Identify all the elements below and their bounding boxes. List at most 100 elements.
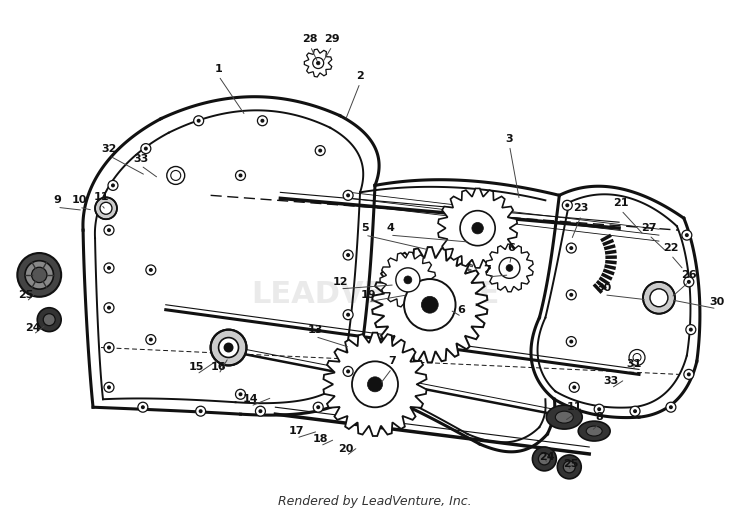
Circle shape: [218, 337, 238, 358]
Bar: [452, 255, 454, 258]
Text: 33: 33: [134, 154, 148, 163]
Text: 22: 22: [663, 243, 679, 253]
Circle shape: [343, 250, 353, 260]
Circle shape: [316, 405, 320, 409]
Circle shape: [196, 119, 201, 122]
Circle shape: [107, 266, 111, 270]
Text: 16: 16: [211, 362, 226, 373]
Text: 6: 6: [508, 243, 515, 253]
Circle shape: [111, 183, 115, 187]
Bar: [468, 269, 471, 271]
Text: 19: 19: [360, 290, 376, 300]
Circle shape: [538, 453, 550, 465]
Circle shape: [104, 343, 114, 352]
Circle shape: [107, 306, 111, 310]
Circle shape: [566, 290, 576, 300]
Circle shape: [138, 402, 148, 412]
Circle shape: [687, 373, 691, 376]
Text: Rendered by LeadVenture, Inc.: Rendered by LeadVenture, Inc.: [278, 495, 472, 508]
Circle shape: [196, 406, 206, 416]
Circle shape: [569, 383, 579, 392]
Circle shape: [313, 58, 324, 69]
Text: 24: 24: [26, 323, 41, 333]
Ellipse shape: [578, 421, 610, 441]
Circle shape: [318, 148, 322, 153]
Circle shape: [563, 461, 575, 473]
Circle shape: [141, 405, 145, 409]
Circle shape: [684, 277, 694, 287]
Circle shape: [572, 385, 576, 389]
Circle shape: [146, 265, 156, 275]
Circle shape: [316, 61, 320, 65]
Circle shape: [148, 268, 153, 272]
Text: 14: 14: [243, 394, 258, 404]
Circle shape: [257, 116, 268, 126]
Bar: [464, 278, 468, 281]
Text: 20: 20: [338, 444, 354, 454]
Text: 12: 12: [332, 277, 348, 287]
Text: 28: 28: [302, 34, 318, 44]
Circle shape: [343, 366, 353, 376]
Text: 9: 9: [53, 195, 61, 206]
Text: 32: 32: [101, 144, 117, 154]
Circle shape: [368, 377, 382, 392]
Circle shape: [404, 276, 412, 284]
Text: 27: 27: [641, 223, 657, 233]
Circle shape: [104, 225, 114, 235]
Circle shape: [171, 170, 181, 181]
Circle shape: [686, 325, 696, 335]
Polygon shape: [380, 252, 436, 308]
Ellipse shape: [546, 405, 582, 429]
Bar: [466, 274, 470, 276]
Text: 29: 29: [324, 34, 340, 44]
Ellipse shape: [586, 426, 602, 436]
Circle shape: [107, 346, 111, 349]
Circle shape: [346, 370, 350, 373]
Circle shape: [315, 146, 326, 156]
Circle shape: [107, 385, 111, 389]
Circle shape: [104, 383, 114, 392]
Text: 18: 18: [313, 434, 328, 444]
Text: 2: 2: [356, 71, 364, 81]
Polygon shape: [372, 247, 488, 362]
Circle shape: [633, 409, 637, 413]
Circle shape: [460, 211, 495, 245]
Text: 25: 25: [19, 290, 34, 300]
Circle shape: [194, 116, 204, 126]
Circle shape: [643, 282, 675, 313]
Circle shape: [259, 409, 262, 413]
Circle shape: [422, 296, 438, 313]
Text: 21: 21: [614, 198, 628, 208]
Text: 10: 10: [71, 195, 87, 206]
Circle shape: [238, 392, 242, 397]
Circle shape: [346, 313, 350, 317]
Text: 30: 30: [596, 283, 612, 293]
Text: 23: 23: [574, 203, 589, 213]
Circle shape: [25, 261, 53, 289]
Text: 5: 5: [362, 223, 369, 233]
Circle shape: [146, 335, 156, 345]
Circle shape: [633, 353, 641, 361]
Circle shape: [352, 361, 398, 407]
Bar: [448, 262, 452, 265]
Circle shape: [32, 267, 47, 282]
Circle shape: [569, 339, 573, 344]
Circle shape: [597, 407, 602, 411]
Circle shape: [630, 406, 640, 416]
Circle shape: [107, 228, 111, 232]
Circle shape: [104, 303, 114, 313]
Text: 3: 3: [506, 134, 513, 144]
Text: 15: 15: [189, 362, 204, 373]
Circle shape: [688, 327, 693, 332]
Circle shape: [562, 200, 572, 210]
Text: 8: 8: [596, 412, 603, 422]
Circle shape: [569, 293, 573, 297]
Bar: [471, 260, 475, 262]
Circle shape: [532, 447, 556, 471]
Bar: [445, 268, 448, 271]
Text: 13: 13: [308, 324, 323, 335]
Circle shape: [211, 330, 247, 365]
Circle shape: [108, 181, 118, 190]
Circle shape: [472, 223, 483, 234]
Circle shape: [144, 146, 148, 151]
